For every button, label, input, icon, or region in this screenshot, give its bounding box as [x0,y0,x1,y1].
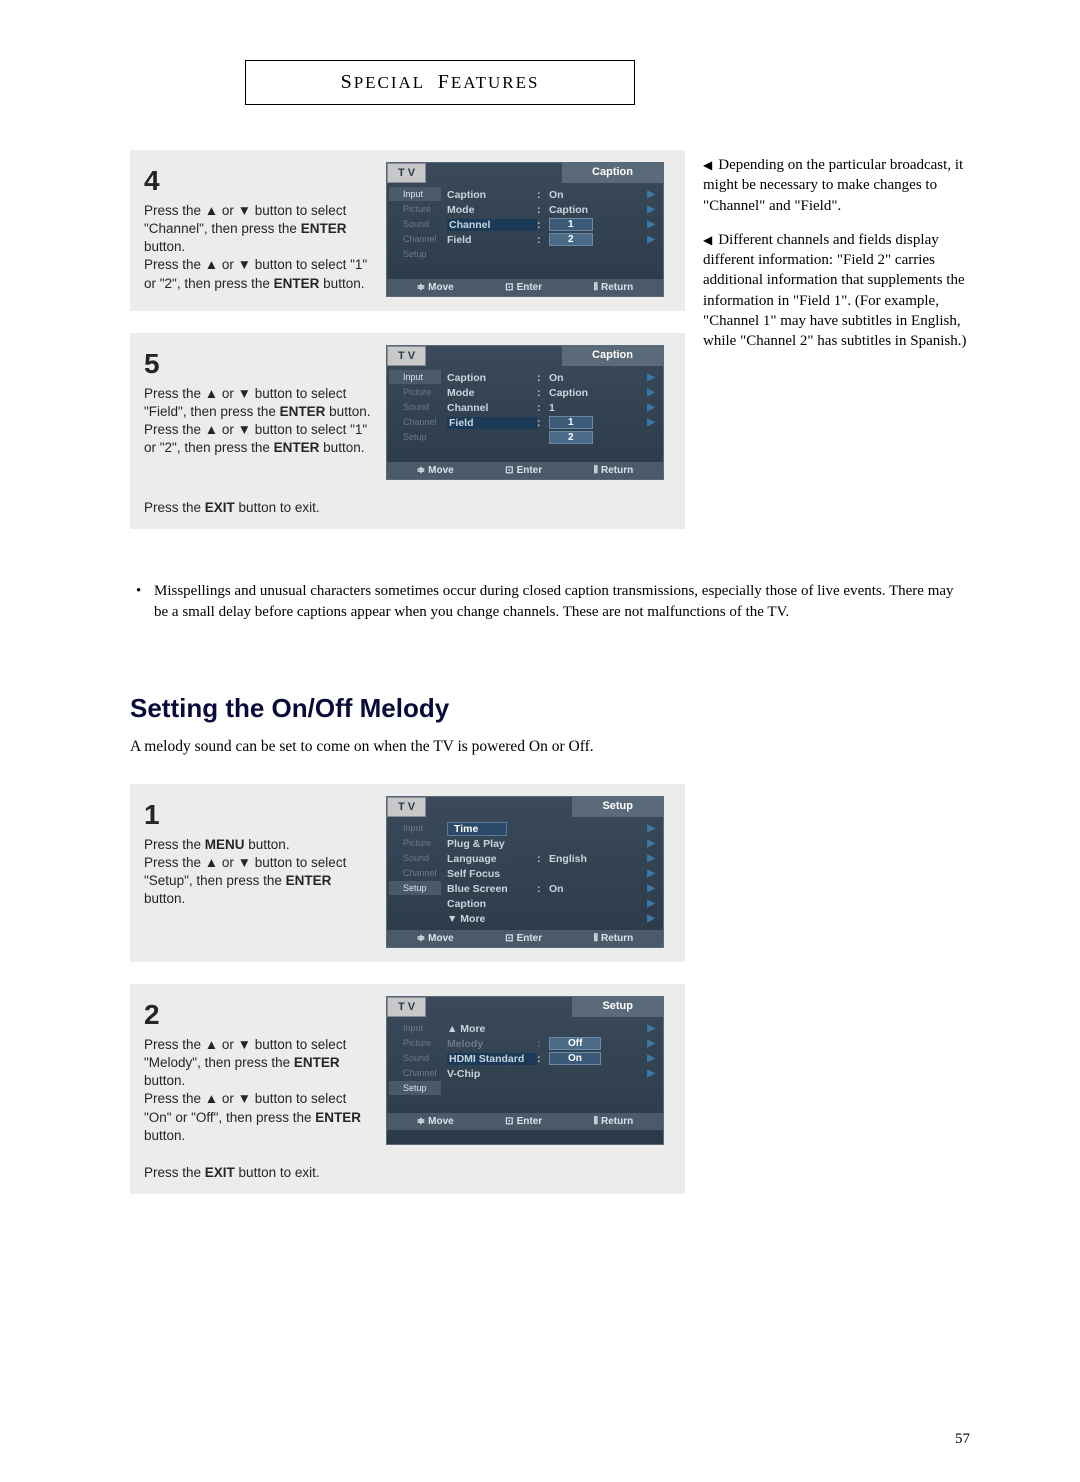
step-m2-num: 2 [144,996,376,1034]
side-note-2: Different channels and fields display di… [703,230,970,352]
step-5-line-1: Press the ▲ or ▼ button to select "Field… [144,385,376,421]
section-melody-intro: A melody sound can be set to come on whe… [130,738,970,756]
step-m1-line-2: Press the ▲ or ▼ button to select "Setup… [144,854,376,909]
section-melody-title: Setting the On/Off Melody [130,693,970,724]
side-notes: Depending on the particular broadcast, i… [703,150,970,551]
step-4-line-2: Press the ▲ or ▼ button to select "1" or… [144,256,376,292]
step-5-exit: Press the EXIT button to exit. [144,500,671,515]
osd-5: T VCaptionInputPictureSoundChannelSetupC… [386,345,664,480]
osd-m1: T VSetupInputPictureSoundChannelSetupTim… [386,796,664,948]
step-m1-line-1: Press the MENU button. [144,836,376,854]
step-melody-2: 2 Press the ▲ or ▼ button to select "Mel… [130,984,685,1194]
step-m2-exit: Press the EXIT button to exit. [144,1165,671,1180]
footnote-1: Misspellings and unusual characters some… [134,581,970,623]
step-4: 4 Press the ▲ or ▼ button to select "Cha… [130,150,685,311]
step-m2-line-1: Press the ▲ or ▼ button to select "Melod… [144,1036,376,1091]
step-4-num: 4 [144,162,376,200]
step-melody-1: 1 Press the MENU button. Press the ▲ or … [130,784,685,962]
osd-4: T VCaptionInputPictureSoundChannelSetupC… [386,162,664,297]
step-4-line-1: Press the ▲ or ▼ button to select "Chann… [144,202,376,257]
page-number: 57 [955,1431,970,1448]
chapter-header: SPECIAL FEATURES [245,60,635,105]
step-m1-num: 1 [144,796,376,834]
step-m2-line-2: Press the ▲ or ▼ button to select "On" o… [144,1090,376,1145]
step-5-num: 5 [144,345,376,383]
side-note-1: Depending on the particular broadcast, i… [703,155,970,216]
step-5: 5 Press the ▲ or ▼ button to select "Fie… [130,333,685,529]
step-5-line-2: Press the ▲ or ▼ button to select "1" or… [144,421,376,457]
footnote-list: Misspellings and unusual characters some… [134,581,970,623]
osd-m2: T VSetupInputPictureSoundChannelSetup▲ M… [386,996,664,1145]
